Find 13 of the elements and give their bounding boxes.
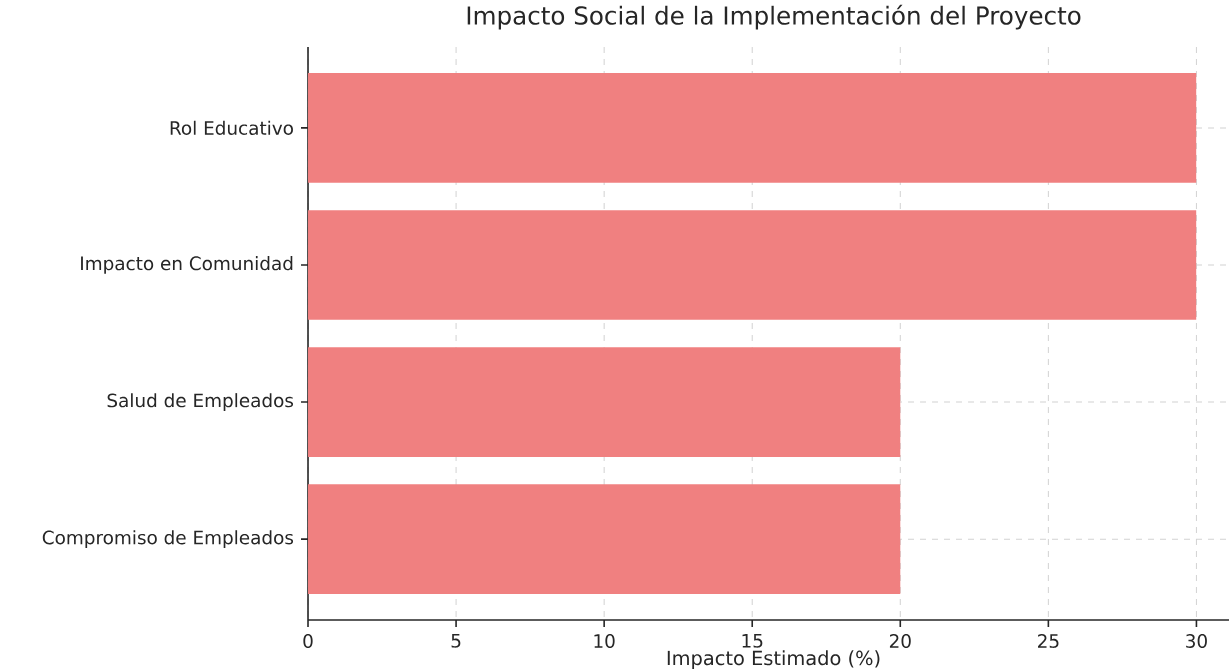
- x-tick-label: 20: [889, 634, 911, 648]
- y-tick-label: Compromiso de Empleados: [42, 530, 294, 549]
- x-tick-label: 15: [742, 634, 763, 648]
- x-tick-label: 0: [303, 634, 313, 648]
- y-tick-label: Rol Educativo: [170, 120, 293, 135]
- chart-title: Impacto Social de la Implementación del Proyecto: [467, 4, 1081, 30]
- y-tick-label: Salud de Empleados: [107, 393, 294, 411]
- x-tick-label: 25: [1038, 634, 1059, 648]
- x-tick-label: 10: [594, 634, 615, 648]
- x-tick-label: 30: [1186, 634, 1207, 648]
- x-axis-title: Impacto Estimado (%): [667, 650, 880, 670]
- y-tick-label: Impacto en Comunidad: [81, 256, 293, 274]
- x-tick-label: 5: [451, 634, 461, 648]
